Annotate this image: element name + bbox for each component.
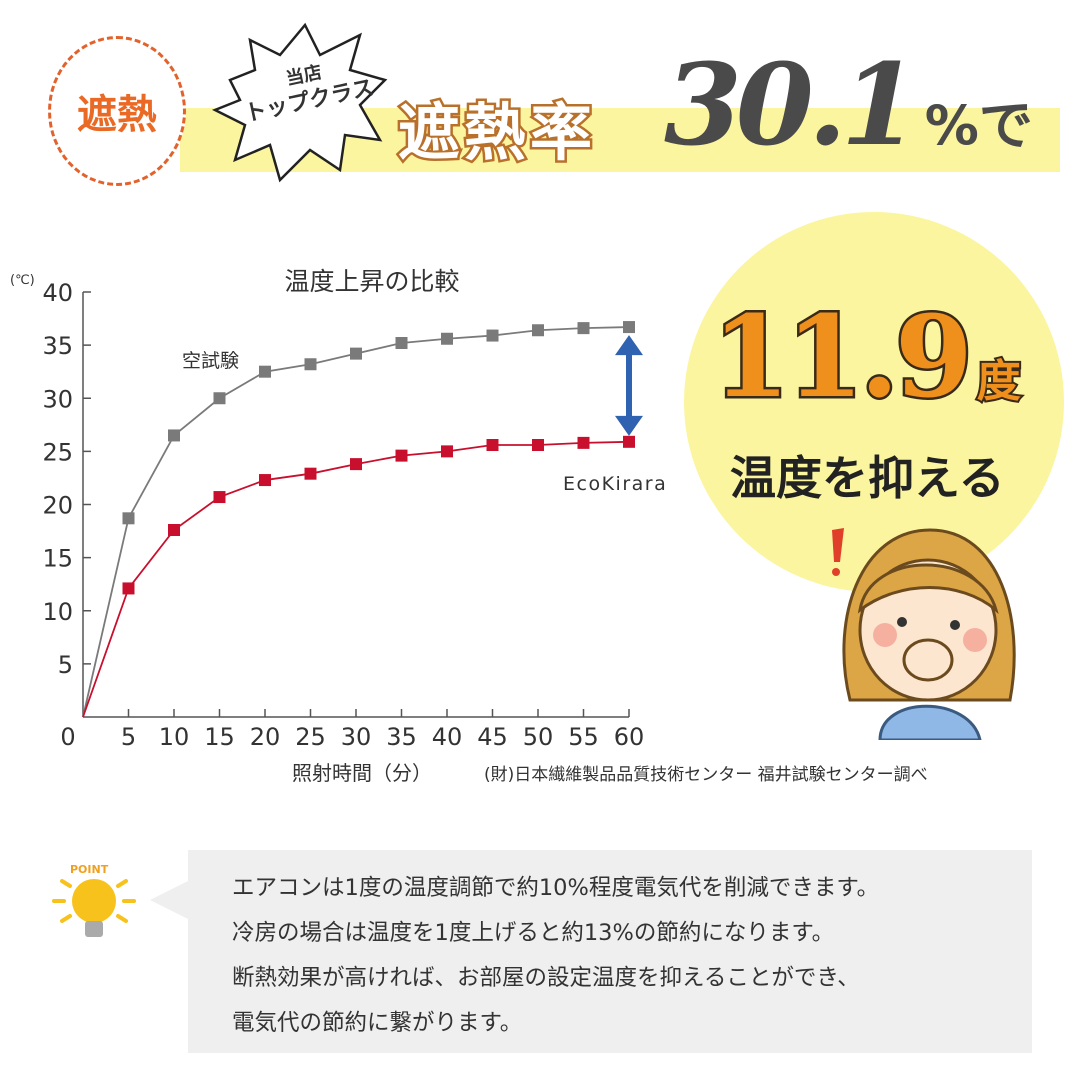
series-line-0 bbox=[82, 326, 630, 718]
data-point bbox=[122, 582, 135, 595]
data-point bbox=[259, 474, 271, 487]
data-point bbox=[304, 467, 317, 480]
y-tick-label: 40 bbox=[42, 279, 73, 307]
x-tick-label: 25 bbox=[295, 723, 326, 751]
heat-shield-badge: 遮熱 bbox=[48, 36, 186, 186]
x-axis-label: 照射時間（分） bbox=[292, 761, 432, 785]
x-tick-label: 50 bbox=[523, 723, 554, 751]
chart-title: 温度上昇の比較 bbox=[284, 267, 459, 296]
x-tick-label: 15 bbox=[204, 723, 235, 751]
data-point bbox=[213, 392, 226, 405]
callout-unit: 度 bbox=[975, 354, 1023, 409]
arrow-head-down bbox=[615, 415, 643, 436]
data-point bbox=[577, 322, 590, 335]
data-point bbox=[350, 347, 362, 360]
x-tick-label: 40 bbox=[432, 723, 463, 751]
note-line: 断熱効果が高ければ、お部屋の設定温度を抑えることができ、 bbox=[232, 965, 860, 991]
temperature-chart: 0 5 10 15 20 25 30 35 40 45 50 55 60510152025303540 … bbox=[10, 267, 667, 785]
callout-circle bbox=[684, 212, 1064, 592]
lightbulb-icon: POINT bbox=[52, 863, 136, 937]
note-line: 電気代の節約に繋がります。 bbox=[232, 1010, 523, 1036]
data-point bbox=[395, 449, 408, 462]
exclamation-icon bbox=[832, 528, 844, 562]
data-point bbox=[486, 329, 499, 342]
y-tick-label: 20 bbox=[42, 492, 73, 520]
x-tick-label: 35 bbox=[386, 723, 417, 751]
data-point bbox=[168, 429, 180, 442]
burst-icon bbox=[211, 22, 388, 183]
x-tick-label: 5 bbox=[121, 723, 136, 751]
data-point bbox=[577, 436, 590, 449]
callout-text: 温度を抑える bbox=[730, 451, 1005, 505]
data-point bbox=[441, 445, 453, 458]
data-point bbox=[532, 324, 544, 337]
headline: 遮熱率 bbox=[395, 94, 597, 172]
y-tick-label: 25 bbox=[42, 438, 73, 466]
data-point bbox=[623, 321, 635, 334]
data-point bbox=[304, 358, 317, 371]
series-label-blank-test: 空試験 bbox=[182, 350, 239, 372]
series-line-1 bbox=[82, 440, 630, 718]
data-point bbox=[350, 458, 362, 471]
data-point bbox=[122, 512, 135, 525]
data-point bbox=[623, 435, 635, 448]
point-label: POINT bbox=[70, 863, 109, 876]
callout-value-group: 11.9 度 bbox=[710, 290, 1023, 426]
note-box bbox=[188, 850, 1032, 1053]
data-point bbox=[213, 491, 226, 504]
note-pointer bbox=[150, 880, 190, 920]
data-point bbox=[395, 337, 408, 349]
y-tick-label: 15 bbox=[42, 545, 73, 573]
x-tick-label: 20 bbox=[250, 723, 281, 751]
data-point bbox=[486, 439, 499, 451]
x-tick-label: 55 bbox=[568, 723, 599, 751]
y-tick-label: 5 bbox=[58, 651, 73, 679]
note-line: 冷房の場合は温度を1度上げると約13%の節約になります。 bbox=[232, 920, 835, 946]
rate-group: 30.1 %で bbox=[664, 40, 1033, 171]
x-tick-label: 60 bbox=[614, 723, 645, 751]
y-axis-label: (℃) bbox=[10, 273, 35, 288]
x-tick-label: 0 bbox=[60, 723, 75, 751]
badge-text: 遮熱 bbox=[77, 92, 157, 138]
callout-value: 11.9 bbox=[710, 290, 976, 426]
x-tick-label: 45 bbox=[477, 723, 508, 751]
arrow-head-up bbox=[615, 335, 643, 356]
data-source: (財)日本繊維製品品質技術センター 福井試験センター調べ bbox=[484, 765, 928, 785]
y-tick-label: 10 bbox=[42, 598, 73, 626]
series-label-ecokirara: EcoKirara bbox=[563, 473, 667, 495]
data-point bbox=[259, 365, 271, 378]
y-tick-label: 35 bbox=[42, 332, 73, 360]
x-tick-label: 10 bbox=[159, 723, 190, 751]
y-tick-label: 30 bbox=[42, 385, 73, 413]
note-text: エアコンは1度の温度調節で約10%程度電気代を削減できます。 冷房の場合は温度を… bbox=[232, 866, 879, 1046]
surprised-girl-illustration bbox=[832, 528, 1016, 740]
data-point bbox=[168, 524, 180, 536]
data-point bbox=[532, 439, 544, 451]
x-tick-label: 30 bbox=[341, 723, 372, 751]
rate-unit: %で bbox=[924, 94, 1033, 157]
note-line: エアコンは1度の温度調節で約10%程度電気代を削減できます。 bbox=[232, 875, 880, 901]
rate-value: 30.1 bbox=[664, 40, 919, 171]
data-point bbox=[441, 332, 453, 345]
